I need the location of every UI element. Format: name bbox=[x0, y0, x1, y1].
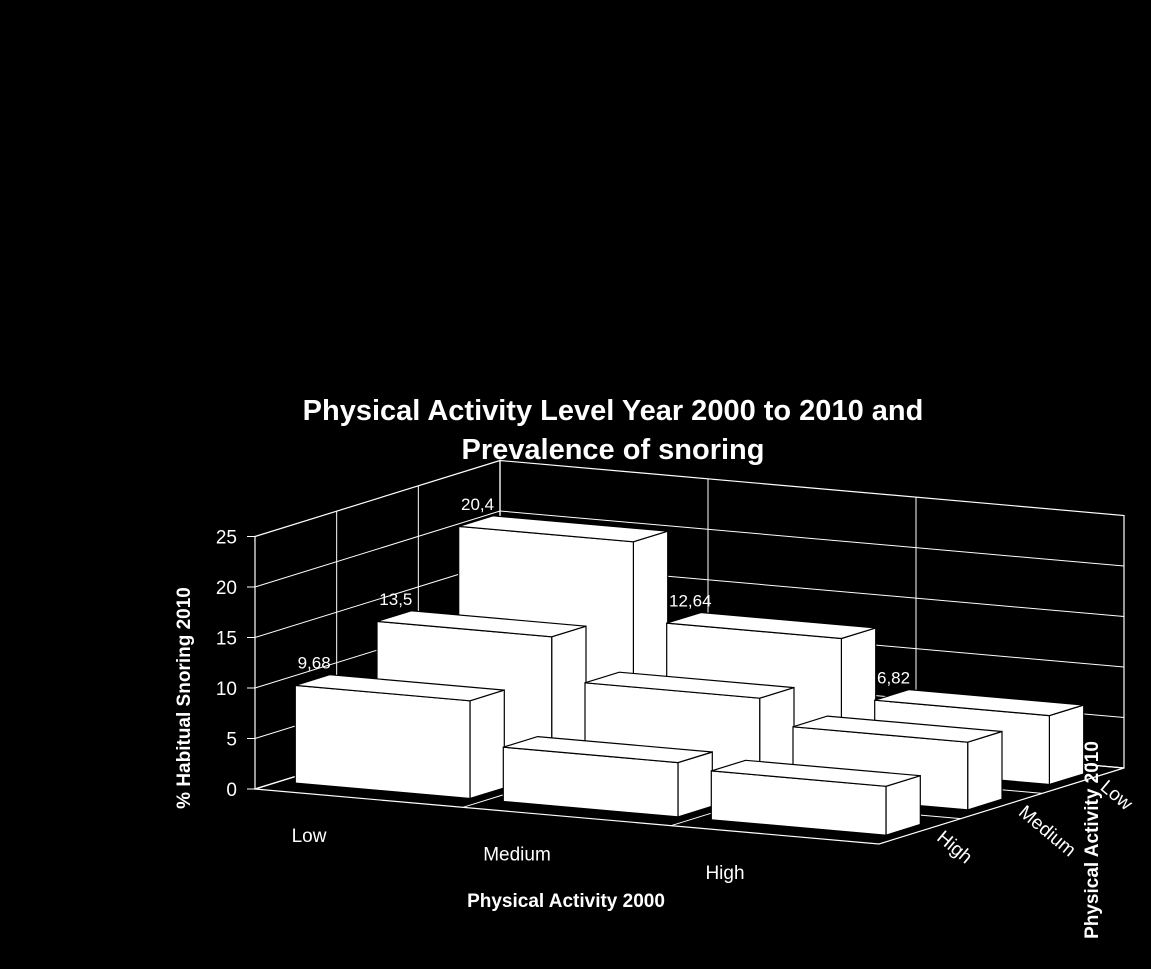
bar-top bbox=[376, 610, 587, 638]
bar: 5,37 bbox=[502, 716, 713, 818]
bar-side bbox=[677, 751, 713, 818]
x-axis-title: Physical Activity 2000 bbox=[467, 891, 665, 912]
y-tick-label: 10 bbox=[216, 679, 237, 700]
y-axis-title: % Habitual Snoring 2010 bbox=[174, 587, 195, 809]
bar-side bbox=[1048, 704, 1085, 786]
depth-category-label: Medium bbox=[1014, 802, 1079, 862]
chart-title-line-1: Physical Activity Level Year 2000 to 201… bbox=[303, 395, 924, 427]
bar-value-label: 9,24 bbox=[587, 651, 620, 670]
bar-value-label: 6,7 bbox=[795, 695, 819, 714]
y-tick-label: 15 bbox=[216, 629, 237, 650]
y-tick-label: 25 bbox=[216, 528, 237, 549]
bar-top bbox=[458, 515, 668, 543]
bar-top bbox=[666, 611, 876, 640]
depth-category-label: High bbox=[933, 827, 976, 868]
bar-value-label: 20,4 bbox=[461, 495, 494, 514]
depth-axis-title: Physical Activity 2010 bbox=[1082, 741, 1103, 939]
bar-top bbox=[874, 688, 1084, 717]
bar-side bbox=[967, 730, 1003, 811]
bar-top bbox=[503, 735, 713, 764]
chart-title-group: Physical Activity Level Year 2000 to 201… bbox=[303, 395, 924, 466]
bar-top bbox=[584, 671, 795, 699]
bar-side bbox=[469, 689, 505, 800]
bar: 4,84 bbox=[710, 739, 921, 837]
x-category-label: Medium bbox=[483, 845, 551, 866]
x-axis-categories: Low Medium High bbox=[292, 826, 745, 884]
bar-top bbox=[295, 674, 505, 702]
bar: 9,68 bbox=[294, 654, 505, 800]
bar-top bbox=[711, 759, 921, 787]
y-axis-ticks: 0 5 10 15 20 25 bbox=[216, 528, 255, 801]
bar-value-label: 9,68 bbox=[298, 654, 331, 673]
gridline-h bbox=[254, 510, 1125, 588]
chart-bars: 20,4 12,64 6,82 13,5 9,24 6,7 9,68 5,37 4,84 bbox=[294, 495, 1085, 837]
x-category-label: High bbox=[705, 863, 744, 884]
bar-value-label: 12,64 bbox=[669, 592, 712, 611]
y-tick-label: 5 bbox=[226, 730, 237, 751]
bar-value-label: 6,82 bbox=[877, 669, 910, 688]
bar-value-label: 5,37 bbox=[506, 716, 539, 735]
y-tick-label: 0 bbox=[226, 780, 237, 801]
y-tick-label: 20 bbox=[216, 578, 237, 599]
x-category-label: Low bbox=[292, 826, 327, 847]
chart-title-line-2: Prevalence of snoring bbox=[462, 434, 765, 466]
bar-value-label: 4,84 bbox=[714, 739, 747, 758]
bar-top bbox=[792, 715, 1003, 743]
bar-value-label: 13,5 bbox=[379, 590, 412, 609]
bar-front bbox=[294, 684, 471, 800]
